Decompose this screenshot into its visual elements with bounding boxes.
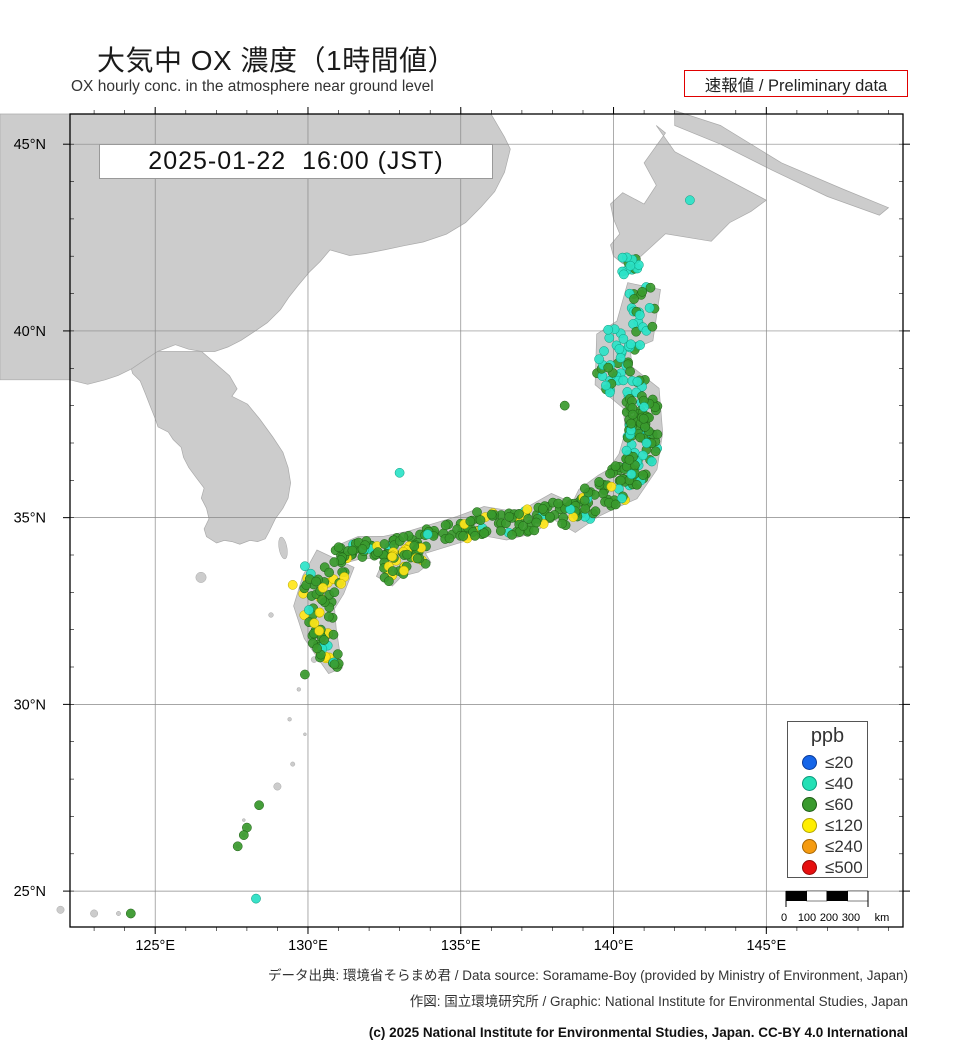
- svg-text:km: km: [875, 912, 890, 924]
- svg-text:200: 200: [820, 912, 838, 924]
- svg-text:300: 300: [842, 912, 860, 924]
- svg-text:100: 100: [798, 912, 816, 924]
- svg-text:0: 0: [781, 912, 787, 924]
